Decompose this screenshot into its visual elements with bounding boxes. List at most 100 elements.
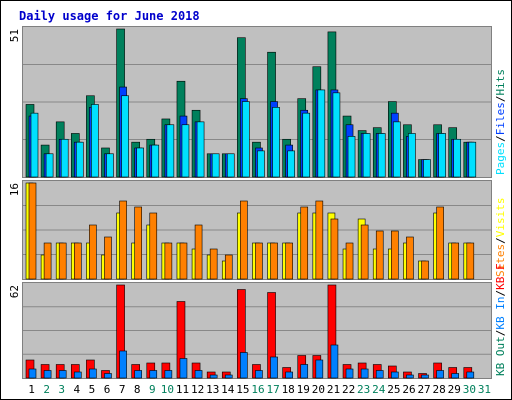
day-label-18: 18 (282, 383, 295, 396)
bar-pages-day-29 (453, 138, 462, 178)
bar-kb-in-day-14 (224, 374, 233, 379)
bar-kb-in-day-29 (451, 373, 460, 379)
bar-kb-in-day-1 (28, 368, 37, 379)
day-label-8: 8 (134, 383, 141, 396)
max-value-label: 51 (8, 29, 21, 42)
bar-pages-day-22 (347, 136, 356, 178)
bar-kb-in-day-19 (300, 364, 309, 379)
bar-pages-day-16 (257, 150, 265, 178)
bar-kb-in-day-7 (119, 350, 127, 379)
bar-sites-day-15 (240, 200, 248, 280)
day-label-13: 13 (206, 383, 219, 396)
day-label-15: 15 (236, 383, 249, 396)
bar-kb-in-day-22 (345, 368, 354, 379)
bar-sites-day-11 (179, 242, 188, 280)
bar-pages-day-4 (75, 141, 84, 178)
legend-separator: / (494, 135, 507, 142)
bar-kb-in-day-15 (240, 352, 248, 379)
bar-sites-day-28 (436, 206, 444, 280)
bar-kb-in-day-30 (466, 371, 475, 379)
legend-separator: / (494, 290, 507, 297)
bar-pages-day-19 (302, 112, 311, 178)
bar-pages-day-20 (317, 89, 326, 178)
bar-sites-day-26 (406, 236, 414, 280)
legend-item-sites: Sites (494, 244, 507, 277)
bar-pages-day-7 (121, 95, 129, 178)
bar-pages-day-13 (211, 153, 220, 178)
bar-sites-day-24 (375, 230, 384, 280)
bar-sites-day-22 (345, 242, 354, 280)
bar-pages-day-9 (151, 144, 160, 178)
chart-title: Daily usage for June 2018 (19, 9, 200, 23)
day-label-10: 10 (161, 383, 174, 396)
bar-kb-in-day-11 (179, 358, 188, 379)
day-label-25: 25 (387, 383, 400, 396)
bar-kb-in-day-24 (375, 370, 384, 379)
day-label-5: 5 (89, 383, 96, 396)
bar-pages-day-1 (30, 112, 39, 178)
bar-sites-day-16 (255, 242, 263, 280)
day-label-11: 11 (176, 383, 189, 396)
bar-sites-day-18 (285, 242, 293, 280)
legend-item-hits: Hits (494, 69, 507, 96)
bar-sites-day-7 (119, 200, 127, 280)
legend-item-kb-in: KB In (494, 297, 507, 330)
legend-item-kb-out: KB Out (494, 336, 507, 376)
day-label-14: 14 (221, 383, 235, 396)
bar-sites-day-1 (28, 182, 37, 280)
day-label-6: 6 (104, 383, 111, 396)
bar-sites-day-9 (149, 212, 158, 280)
day-label-31: 31 (478, 383, 491, 396)
bar-kb-in-day-17 (270, 356, 278, 379)
bar-kb-in-day-23 (360, 368, 369, 379)
day-label-26: 26 (402, 383, 415, 396)
day-label-4: 4 (74, 383, 81, 396)
bar-sites-day-25 (391, 230, 399, 280)
day-label-3: 3 (58, 383, 65, 396)
day-label-19: 19 (297, 383, 310, 396)
bar-sites-day-2 (43, 242, 52, 280)
bar-pages-day-24 (377, 133, 386, 178)
bar-pages-day-23 (362, 133, 371, 178)
bar-sites-day-29 (451, 242, 460, 280)
panel-visits: 16 Sites/Visits (8, 180, 507, 280)
day-label-24: 24 (372, 383, 386, 396)
day-label-21: 21 (327, 383, 340, 396)
bar-pages-day-6 (106, 153, 114, 178)
day-label-23: 23 (357, 383, 370, 396)
legend-item-kb-f: KB F (494, 263, 507, 290)
bar-pages-day-17 (272, 107, 280, 178)
bar-kb-in-day-18 (285, 371, 293, 379)
bar-pages-day-11 (181, 124, 190, 178)
bar-pages-day-26 (408, 133, 416, 178)
legend-item-files: Files (494, 102, 507, 135)
bar-sites-day-6 (104, 236, 112, 280)
day-label-28: 28 (433, 383, 446, 396)
bar-kb-in-day-21 (330, 344, 339, 379)
bar-sites-day-8 (134, 206, 142, 280)
bar-sites-day-20 (315, 200, 324, 280)
legend-hits: Pages/Files/Hits (494, 69, 507, 175)
bar-pages-day-8 (136, 147, 144, 178)
bar-sites-day-5 (89, 224, 97, 280)
bar-sites-day-10 (164, 242, 173, 280)
bar-pages-day-3 (60, 138, 69, 178)
bar-kb-in-day-13 (209, 374, 218, 379)
bar-kb-in-day-3 (58, 370, 67, 379)
bar-sites-day-14 (224, 254, 233, 280)
bar-kb-in-day-6 (104, 373, 112, 379)
bar-kb-in-day-16 (255, 370, 263, 379)
bar-pages-day-2 (45, 153, 54, 178)
bar-kb-in-day-10 (164, 370, 173, 379)
day-label-27: 27 (417, 383, 430, 396)
max-value-label: 62 (8, 285, 21, 298)
bar-pages-day-30 (468, 141, 477, 178)
bar-pages-day-27 (423, 159, 431, 178)
bar-sites-day-3 (58, 242, 67, 280)
bar-sites-day-12 (194, 224, 203, 280)
bar-pages-day-18 (287, 150, 295, 178)
legend-separator: / (494, 330, 507, 337)
